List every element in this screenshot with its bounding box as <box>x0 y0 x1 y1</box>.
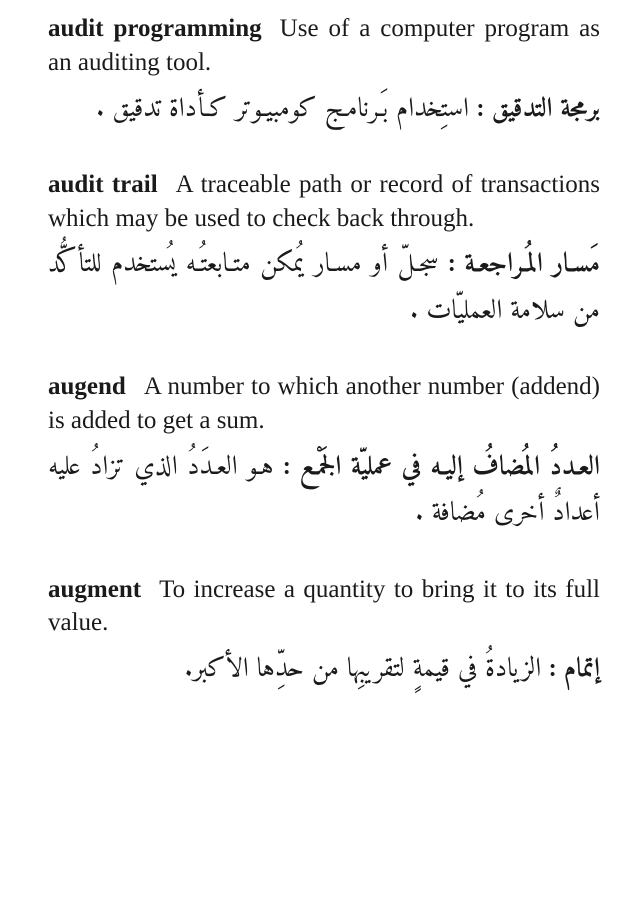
arabic-definition: استِخدام بَـرنامـج كومبيـوتر كـأداة تدقي… <box>96 87 469 134</box>
arabic-block: العـددُ المُضافُ إليـه في عمليّة الجَمْـ… <box>48 446 600 539</box>
english-term: audit trail <box>48 171 158 198</box>
english-term: augend <box>48 373 126 400</box>
english-term: augment <box>48 576 141 603</box>
arabic-block: إتمام : الزيادةُ في قيمةٍ لتقريبِها من ح… <box>48 648 600 694</box>
arabic-block: برمجة التدقيق : استِخدام بَـرنامـج كومبي… <box>48 88 600 134</box>
dictionary-entry: augendA number to which another number (… <box>48 370 600 538</box>
arabic-term: العـددُ المُضافُ إليـه في عمليّة الجَمْـ… <box>283 445 600 492</box>
english-term: audit programming <box>48 15 262 42</box>
arabic-term: مَسـار المُـراجعـة : <box>448 242 600 289</box>
arabic-term: برمجة التدقيق : <box>477 87 600 134</box>
english-block: audit programmingUse of a compu­ter prog… <box>48 12 600 80</box>
arabic-term: إتمام : <box>549 647 600 694</box>
dictionary-entry: audit programmingUse of a compu­ter prog… <box>48 12 600 134</box>
english-block: audit trailA traceable path or record of… <box>48 168 600 236</box>
dictionary-entry: augmentTo increase a quantity to bring i… <box>48 573 600 695</box>
arabic-block: مَسـار المُـراجعـة : سجـلّ أو مسـار يُمك… <box>48 243 600 336</box>
arabic-definition: الزيادةُ في قيمةٍ لتقريبِها من حدِّها ال… <box>184 647 541 694</box>
english-block: augmentTo increase a quantity to bring i… <box>48 573 600 641</box>
english-block: augendA number to which another number (… <box>48 370 600 438</box>
dictionary-entry: audit trailA traceable path or record of… <box>48 168 600 336</box>
english-definition: A number to which another number (addend… <box>48 373 600 434</box>
